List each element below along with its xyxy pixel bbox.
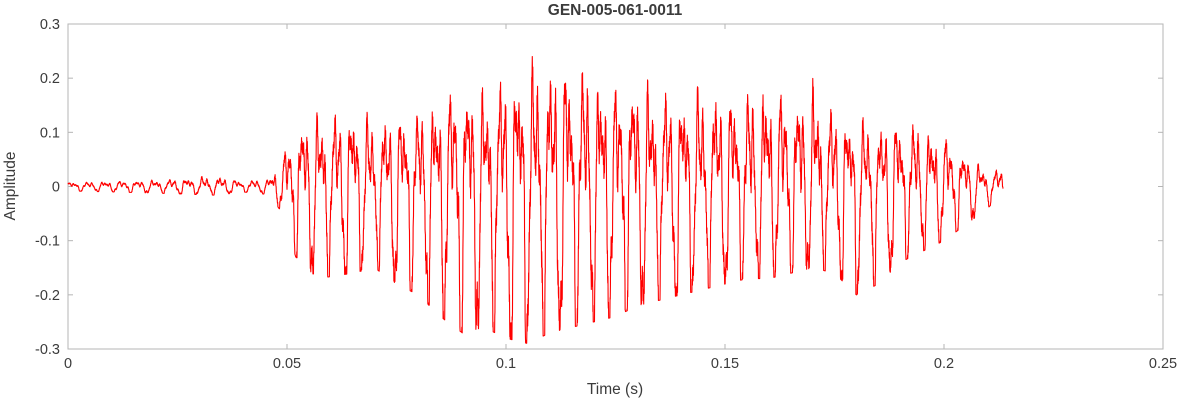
y-tick-label: 0 — [52, 180, 60, 196]
x-tick-label: 0.05 — [273, 356, 301, 372]
x-tick-label: 0 — [64, 356, 72, 372]
x-tick-label: 0.2 — [934, 356, 954, 372]
chart-title: GEN-005-061-0011 — [548, 2, 683, 19]
x-tick-label: 0.15 — [711, 356, 739, 372]
y-tick-label: 0.3 — [40, 17, 60, 33]
x-axis-label: Time (s) — [587, 381, 643, 398]
x-tick-label: 0.1 — [496, 356, 516, 372]
y-tick-label: -0.2 — [35, 288, 60, 304]
y-tick-label: -0.3 — [35, 342, 60, 358]
waveform-line — [67, 55, 1004, 344]
y-axis-label: Amplitude — [2, 152, 19, 221]
x-tick-label: 0.25 — [1149, 356, 1177, 372]
y-tick-label: 0.2 — [40, 71, 60, 87]
y-tick-label: 0.1 — [40, 125, 60, 141]
y-tick-label: -0.1 — [35, 234, 60, 250]
